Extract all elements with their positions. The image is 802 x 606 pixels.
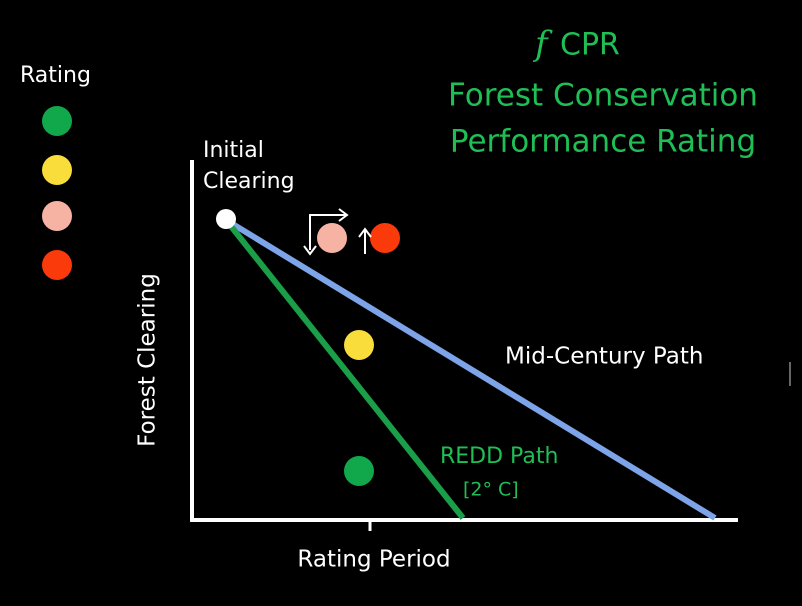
rating-dot bbox=[370, 223, 400, 253]
legend-pink bbox=[42, 201, 72, 231]
path-note: [2° C] bbox=[463, 479, 519, 501]
path-label: Mid-Century Path bbox=[505, 344, 703, 370]
rating-dot bbox=[344, 330, 374, 360]
subtitle-line: Forest Conservation bbox=[448, 78, 758, 114]
mid-century-path bbox=[224, 217, 717, 521]
legend-red bbox=[42, 250, 72, 280]
legend-title: Rating bbox=[20, 63, 91, 88]
y-axis-label: Forest Clearing bbox=[135, 273, 161, 447]
start-label: Clearing bbox=[203, 169, 295, 194]
rating-dot bbox=[344, 456, 374, 486]
start-point bbox=[216, 209, 236, 229]
path-label: REDD Path bbox=[440, 444, 558, 469]
title: CPR bbox=[560, 28, 620, 63]
rating-dot bbox=[317, 223, 347, 253]
redd-path bbox=[223, 218, 466, 520]
legend-yellow bbox=[42, 155, 72, 185]
arrows bbox=[303, 208, 372, 256]
legend-green bbox=[42, 106, 72, 136]
subtitle-line: Performance Rating bbox=[450, 124, 756, 160]
start-label: Initial bbox=[203, 138, 264, 163]
x-axis-label: Rating Period bbox=[297, 547, 450, 573]
